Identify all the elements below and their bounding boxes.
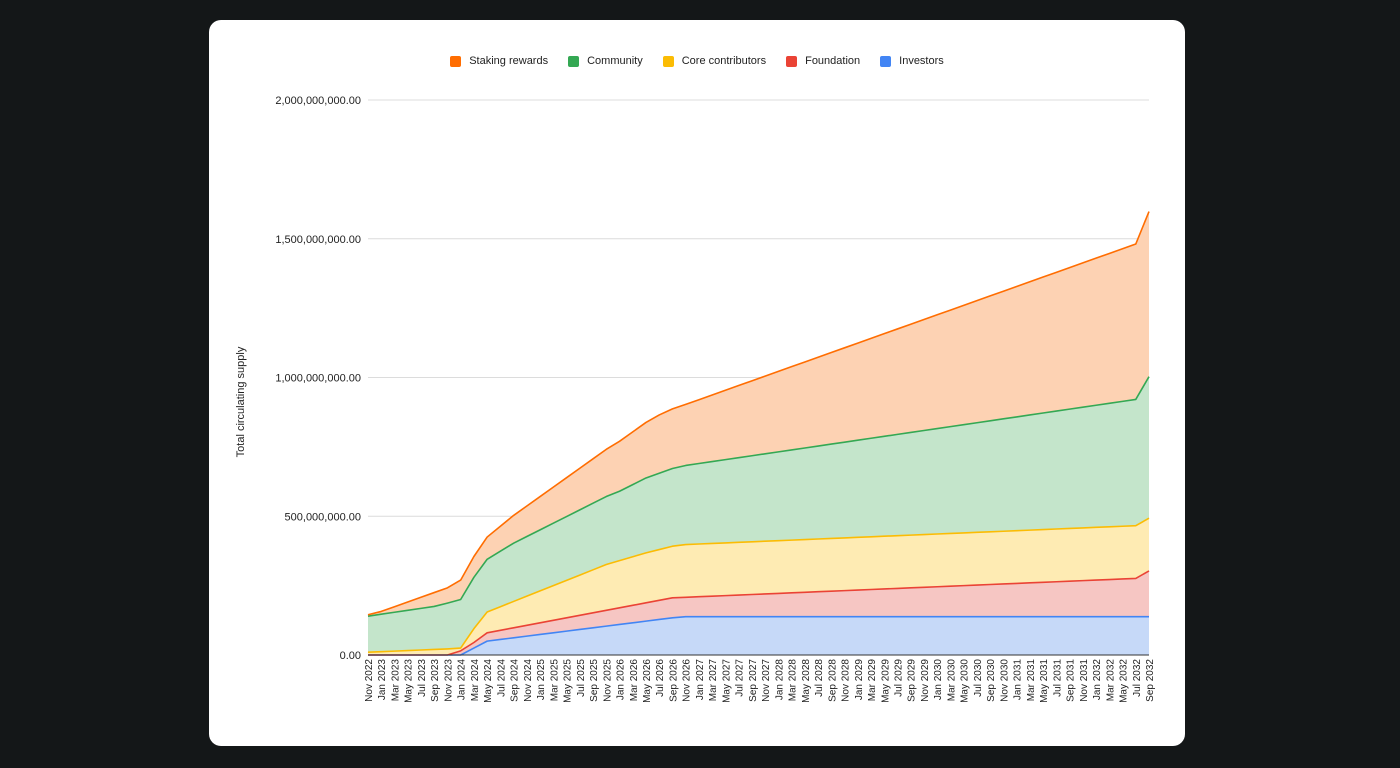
x-tick-label: Jan 2031: [1013, 659, 1024, 701]
x-tick-label: Jul 2028: [814, 659, 825, 697]
area-core-contributors: [368, 518, 1149, 655]
x-tick-label: Sep 2029: [907, 659, 918, 702]
x-tick-label: Mar 2029: [867, 659, 878, 702]
x-tick-label: Nov 2025: [602, 659, 613, 702]
legend-item: Community: [568, 55, 643, 67]
legend-swatch: [662, 55, 674, 67]
x-tick-label: Jan 2032: [1092, 659, 1103, 701]
x-tick-label: Nov 2024: [523, 659, 534, 702]
x-tick-label: Sep 2028: [827, 659, 838, 702]
legend-swatch: [880, 55, 892, 67]
x-tick-label: Mar 2028: [788, 659, 799, 702]
legend-swatch: [450, 55, 462, 67]
x-tick-label: Mar 2025: [549, 659, 560, 702]
y-tick-label: 1,500,000,000.00: [275, 234, 361, 246]
x-tick-label: Jan 2026: [616, 659, 627, 701]
series-line-staking-rewards: [367, 211, 1150, 616]
series-line-core-contributors: [367, 517, 1150, 654]
legend-item: Foundation: [786, 55, 860, 67]
x-tick-label: Jan 2027: [695, 659, 706, 701]
x-tick-label: Jul 2030: [973, 659, 984, 697]
x-tick-label: May 2027: [721, 659, 732, 703]
series-line-community: [367, 376, 1150, 617]
x-tick-label: Mar 2026: [629, 659, 640, 702]
x-tick-label: Nov 2029: [920, 659, 931, 702]
x-tick-label: Nov 2028: [841, 659, 852, 702]
x-tick-label: Jan 2024: [457, 659, 468, 701]
area-staking-rewards: [368, 211, 1149, 617]
x-tick-label: Sep 2026: [668, 659, 679, 702]
x-tick-label: Jan 2028: [774, 659, 785, 701]
x-tick-label: Nov 2027: [761, 659, 772, 702]
x-tick-label: Nov 2022: [364, 659, 375, 702]
x-tick-label: May 2025: [563, 659, 574, 703]
x-tick-label: May 2024: [483, 659, 494, 703]
x-tick-label: Jul 2025: [576, 659, 587, 697]
chart-legend: Staking rewards Community Core contributor…: [209, 55, 1185, 67]
x-tick-label: Jan 2025: [536, 659, 547, 701]
legend-label: Community: [587, 55, 643, 67]
y-tick-label: 1,000,000,000.00: [275, 373, 361, 385]
x-tick-label: Sep 2030: [986, 659, 997, 702]
legend-swatch: [786, 55, 798, 67]
x-tick-label: Jul 2024: [496, 659, 507, 697]
x-tick-label: Mar 2024: [470, 659, 481, 702]
legend-item: Core contributors: [662, 55, 767, 67]
x-tick-label: Nov 2023: [443, 659, 454, 702]
x-tick-label: Jul 2031: [1052, 659, 1063, 697]
x-tick-label: May 2023: [404, 659, 415, 703]
x-tick-label: Jul 2029: [893, 659, 904, 697]
legend-label: Foundation: [805, 55, 861, 67]
x-tick-label: Jul 2032: [1132, 659, 1143, 697]
y-tick-label: 0.00: [340, 650, 361, 662]
x-tick-label: Jan 2030: [933, 659, 944, 701]
chart-card: Staking rewards Community Core contributor…: [209, 20, 1185, 746]
legend-item: Staking rewards: [450, 55, 548, 67]
x-tick-label: Nov 2030: [999, 659, 1010, 702]
x-tick-label: Mar 2027: [708, 659, 719, 702]
x-tick-label: Jan 2023: [377, 659, 388, 701]
x-tick-label: May 2030: [960, 659, 971, 703]
legend-label: Staking rewards: [469, 55, 549, 67]
x-tick-label: May 2029: [880, 659, 891, 703]
x-tick-label: Mar 2023: [390, 659, 401, 702]
x-tick-label: Nov 2031: [1079, 659, 1090, 702]
x-tick-label: Jul 2026: [655, 659, 666, 697]
area-investors: [368, 616, 1149, 655]
x-tick-label: Jul 2027: [735, 659, 746, 697]
x-tick-label: Sep 2031: [1066, 659, 1077, 702]
x-tick-label: Nov 2026: [682, 659, 693, 702]
x-tick-label: Sep 2024: [510, 659, 521, 702]
stacked-area-chart: 0.00 500,000,000.00 1,000,000,000.00 1,500,…: [275, 95, 1156, 703]
y-tick-label: 2,000,000,000.00: [275, 95, 361, 107]
x-tick-label: Mar 2032: [1105, 659, 1116, 702]
x-tick-label: Sep 2027: [748, 659, 759, 702]
x-tick-label: May 2031: [1039, 659, 1050, 703]
y-tick-label: 500,000,000.00: [285, 511, 361, 523]
y-axis-label: Total circulating supply: [235, 346, 247, 458]
x-tick-label: Sep 2025: [589, 659, 600, 702]
legend-swatch: [568, 55, 580, 67]
legend-label: Investors: [899, 55, 944, 67]
area-community: [368, 376, 1149, 653]
x-tick-label: Jul 2023: [417, 659, 428, 697]
legend-item: Investors: [880, 55, 944, 67]
x-tick-label: Mar 2030: [946, 659, 957, 702]
x-tick-label: Jan 2029: [854, 659, 865, 701]
x-tick-label: Mar 2031: [1026, 659, 1037, 702]
series-line-foundation: [368, 570, 1150, 656]
x-tick-label: May 2026: [642, 659, 653, 703]
legend-label: Core contributors: [681, 55, 767, 67]
x-tick-label: May 2032: [1119, 659, 1130, 703]
x-tick-label: Sep 2032: [1145, 659, 1156, 702]
x-tick-label: Sep 2023: [430, 659, 441, 702]
series-line-investors: [368, 615, 1149, 656]
area-foundation: [368, 570, 1149, 655]
x-tick-label: May 2028: [801, 659, 812, 703]
